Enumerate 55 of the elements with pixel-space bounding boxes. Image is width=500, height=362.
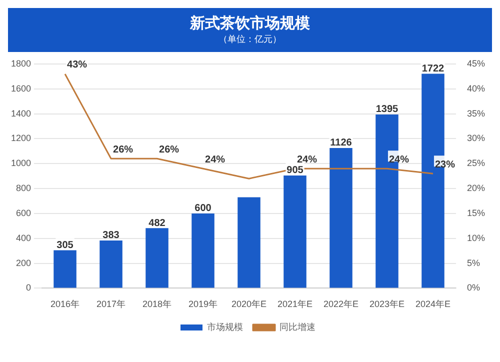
data-label: 1126 [330, 138, 352, 149]
x-tick-label: 2024年E [415, 299, 451, 310]
y2-tick-label: 0% [466, 282, 480, 293]
y-tick-label: 1200 [10, 133, 32, 144]
legend-label: 同比增速 [280, 322, 316, 332]
y-tick-label: 600 [16, 208, 32, 218]
y2-tick-label: 40% [466, 83, 485, 94]
data-label: 26% [159, 144, 180, 156]
y2-tick-label: 45% [466, 58, 485, 68]
data-label: 600 [194, 203, 212, 214]
x-tick-label: 2020年E [231, 299, 267, 310]
x-tick-label: 2017年 [96, 299, 126, 310]
y2-tick-label: 35% [466, 108, 485, 118]
bar [330, 148, 352, 288]
data-label: 43% [67, 60, 88, 71]
legend-label: 市场规模 [207, 322, 243, 332]
bar [146, 228, 168, 288]
data-label: 482 [148, 218, 166, 229]
data-label: 383 [102, 230, 120, 242]
bar [54, 250, 76, 288]
x-tick-label: 2023年E [369, 299, 405, 310]
data-label: 26% [113, 144, 134, 156]
data-label: 305 [56, 240, 74, 251]
x-tick-label: 2021年E [277, 299, 313, 310]
chart-title: 新式茶饮市场规模 [188, 14, 311, 33]
y-tick-label: 1800 [10, 58, 32, 68]
y2-tick-label: 10% [466, 232, 485, 243]
x-tick-label: 2016年 [50, 299, 80, 310]
y-tick-label: 1600 [10, 83, 32, 94]
x-tick-label: 2019年 [188, 299, 218, 310]
data-label: 1395 [376, 104, 399, 116]
data-label: 23% [434, 159, 456, 170]
data-label: 1722 [422, 63, 445, 74]
y-tick-label: 200 [16, 258, 32, 268]
y-tick-label: 1400 [10, 108, 32, 118]
bar [192, 213, 214, 288]
bar [238, 197, 260, 288]
y2-tick-label: 5% [466, 258, 480, 268]
bar [284, 175, 306, 288]
y-tick-label: 800 [16, 183, 32, 194]
x-tick-label: 2018年 [142, 299, 172, 310]
x-tick-label: 2022年E [323, 299, 359, 310]
data-label: 905 [286, 165, 304, 176]
chart-subtitle: （单位：亿元） [218, 33, 282, 46]
y2-tick-label: 25% [466, 158, 485, 168]
y2-tick-label: 30% [466, 133, 485, 144]
y-tick-label: 0 [26, 282, 32, 293]
data-label: 24% [296, 154, 318, 166]
y-tick-label: 400 [16, 232, 32, 243]
y2-tick-label: 15% [466, 208, 485, 218]
y-tick-label: 1000 [10, 158, 32, 168]
bar [100, 240, 122, 288]
data-label: 24% [388, 154, 410, 166]
y2-tick-label: 20% [466, 183, 485, 194]
data-label: 24% [205, 154, 226, 166]
